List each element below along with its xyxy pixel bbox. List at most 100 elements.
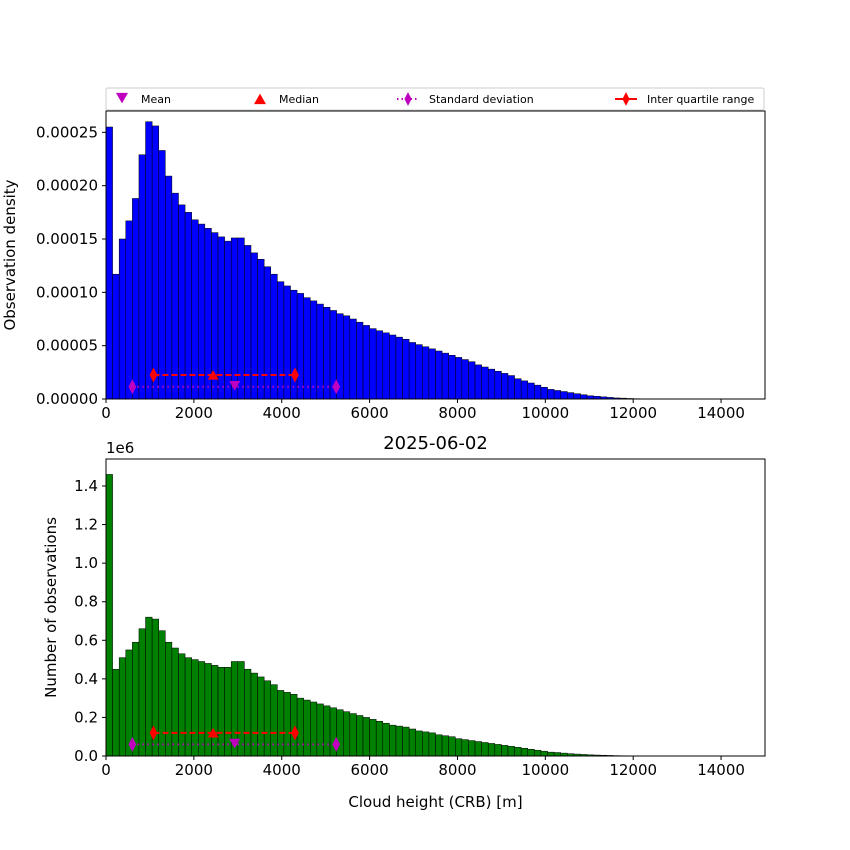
histogram-bar [244, 668, 252, 757]
histogram-bar [191, 219, 199, 400]
histogram-bar [415, 344, 423, 400]
y-tick-label: 0.00020 [36, 177, 98, 195]
histogram-bar [428, 732, 436, 757]
histogram-bar [501, 745, 509, 757]
x-tick-label: 0 [101, 761, 111, 779]
histogram-bar [217, 667, 225, 757]
x-tick-label: 14000 [697, 761, 745, 779]
histogram-bar [441, 352, 449, 400]
statistics-markers [128, 367, 341, 395]
std-high-marker [332, 379, 341, 395]
histogram-bars [105, 474, 641, 757]
x-tick-label: 10000 [521, 761, 569, 779]
histogram-bar [369, 328, 377, 400]
histogram-bar [204, 663, 212, 757]
histogram-bar [514, 378, 522, 400]
x-tick-label: 4000 [263, 761, 301, 779]
y-tick-label: 0.4 [74, 670, 98, 688]
histogram-bar [296, 293, 304, 400]
histogram-bar [534, 749, 542, 757]
histogram-bar [310, 300, 318, 400]
histogram-bar [487, 368, 496, 400]
histogram-bar [494, 744, 502, 757]
histogram-bar [184, 657, 192, 757]
x-axis: 0 2000 4000 6000 8000 10000 12000 14000 [101, 399, 745, 422]
x-tick-label: 8000 [438, 404, 476, 422]
y-tick-label: 0.00000 [36, 390, 98, 408]
histogram-bar [165, 175, 173, 400]
histogram-bar [283, 692, 291, 757]
histogram-bar [184, 212, 192, 400]
legend-label: Standard deviation [429, 93, 534, 106]
iqr-low-marker [149, 725, 158, 741]
y-tick-label: 0.8 [74, 593, 98, 611]
histogram-bar [382, 332, 390, 400]
histogram-bar [487, 743, 496, 757]
histogram-bar [435, 734, 443, 757]
histogram-bar [316, 703, 324, 757]
legend-entry: Median [254, 93, 319, 106]
histogram-bar [375, 721, 384, 757]
y-tick-label: 0.00010 [36, 283, 98, 301]
histogram-bar [408, 728, 416, 757]
histogram-bar [105, 474, 113, 757]
histogram-bar [211, 665, 219, 757]
histogram-bar [553, 752, 561, 757]
legend: Mean Median Standard deviation Inter quarti… [105, 87, 765, 111]
histogram-bar [349, 713, 357, 757]
histogram-bar [310, 701, 318, 757]
x-axis: 0 2000 4000 6000 8000 10000 12000 14000 [101, 756, 745, 779]
histogram-bar [191, 659, 199, 757]
histogram-bar [342, 315, 351, 400]
mean-marker [229, 381, 241, 391]
median-marker [207, 370, 219, 380]
histogram-bar [198, 661, 206, 757]
histogram-bar [171, 647, 179, 757]
std-low-marker [128, 736, 137, 752]
histogram-bar [527, 382, 535, 400]
histogram-bar [323, 307, 331, 400]
iqr-low-marker [149, 367, 158, 383]
x-tick-label: 12000 [609, 761, 657, 779]
histogram-bar [362, 325, 370, 400]
histogram-bar [277, 690, 285, 757]
histogram-bar [514, 747, 522, 757]
iqr-high-marker [291, 367, 299, 383]
diamond-marker-icon [622, 92, 630, 106]
histogram-bar [178, 204, 186, 400]
histogram-bar [237, 661, 245, 757]
histogram-bar [283, 285, 291, 400]
histogram-bar [342, 711, 351, 757]
histogram-bar [481, 366, 489, 400]
x-tick-label: 4000 [263, 404, 301, 422]
histogram-bar [303, 699, 311, 757]
histogram-bar [461, 359, 469, 400]
x-tick-label: 6000 [351, 761, 389, 779]
histogram-bar [290, 289, 298, 400]
histogram-bar [553, 390, 561, 400]
histogram-bar [527, 749, 535, 757]
histogram-bar [125, 220, 133, 400]
y-tick-label: 0.00015 [36, 230, 98, 248]
histogram-bar [468, 740, 476, 757]
median-marker [207, 727, 219, 738]
histogram-bar [474, 741, 482, 757]
histogram-bar [507, 375, 515, 400]
histogram-bar [494, 371, 502, 400]
y-axis-label: Observation density [1, 179, 19, 330]
histogram-bar [112, 273, 120, 400]
y-axis: 0.0 0.2 0.4 0.6 0.8 1.0 1.2 1.4 [74, 477, 106, 765]
mean-marker [229, 738, 241, 749]
statistics-markers [128, 725, 341, 752]
legend-entry: Standard deviation [397, 92, 534, 106]
axes-frame [105, 458, 766, 757]
iqr-high-marker [291, 725, 299, 741]
histogram-bar [356, 715, 364, 757]
histogram-bar [395, 725, 403, 757]
y-tick-label: 0.00005 [36, 337, 98, 355]
y-tick-label: 0.6 [74, 631, 98, 649]
histogram-bar [389, 334, 397, 400]
histogram-bar [547, 389, 555, 400]
